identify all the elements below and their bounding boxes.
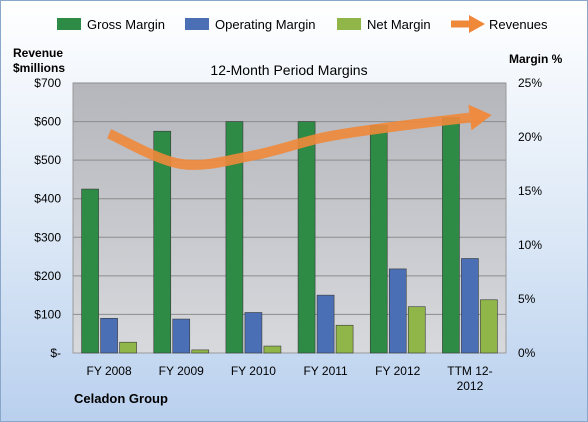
x-tick-label-line: FY 2009	[159, 364, 204, 378]
left-axis-title-line2: $millions	[13, 61, 65, 75]
left-tick-label: $400	[34, 192, 61, 206]
bar-gross-margin	[369, 125, 388, 354]
legend-swatch-gross-margin	[57, 18, 81, 30]
bar-net-margin	[480, 299, 498, 354]
bar-net-margin	[335, 324, 354, 354]
legend-label-gross-margin: Gross Margin	[87, 17, 165, 32]
bar-operating-margin	[100, 317, 118, 354]
bar-gross-margin	[153, 130, 172, 354]
x-tick-label-line: FY 2010	[231, 364, 276, 378]
right-tick-label: 25%	[518, 76, 542, 90]
legend-label-net-margin: Net Margin	[367, 17, 431, 32]
x-tick-label: FY 2011	[303, 364, 348, 378]
x-tick-label-line: FY 2008	[87, 364, 132, 378]
bar-operating-margin	[388, 268, 407, 354]
bar-gross-margin	[225, 121, 244, 354]
legend-label-revenues: Revenues	[489, 17, 548, 32]
bar-gross-margin	[81, 188, 99, 354]
revenues-line	[107, 112, 471, 170]
plot-area	[72, 82, 507, 354]
bar-net-margin	[119, 341, 137, 354]
right-tick-label: 10%	[518, 238, 542, 252]
left-axis-title-line1: Revenue	[13, 46, 63, 60]
legend-label-operating-margin: Operating Margin	[215, 17, 315, 32]
right-axis-title: Margin %	[509, 52, 563, 66]
right-tick-label: 0%	[518, 346, 536, 360]
bar-operating-margin	[316, 294, 335, 354]
x-tick-label-line: FY 2012	[375, 364, 420, 378]
x-tick-label-line: FY 2011	[303, 364, 348, 378]
bar-gross-margin	[442, 117, 460, 354]
legend-swatch-net-margin	[337, 18, 361, 30]
x-tick-label-line: 2012	[457, 379, 484, 393]
left-tick-label: $-	[50, 346, 61, 360]
x-tick-label: FY 2008	[87, 364, 132, 378]
right-tick-label: 15%	[518, 184, 542, 198]
right-tick-label: 20%	[518, 130, 542, 144]
bar-operating-margin	[172, 318, 191, 354]
company-name: Celadon Group	[74, 391, 168, 406]
bar-gross-margin	[297, 121, 316, 354]
left-tick-label: $200	[34, 269, 61, 283]
legend-swatch-operating-margin	[185, 18, 209, 30]
left-tick-label: $300	[34, 230, 61, 244]
bar-net-margin	[191, 349, 210, 354]
x-tick-label: TTM 12-2012	[447, 364, 492, 393]
right-tick-label: 5%	[518, 292, 536, 306]
left-tick-label: $100	[34, 307, 61, 321]
left-tick-label: $500	[34, 153, 61, 167]
right-axis: 0% 5% 10% 15% 20% 25%	[518, 76, 542, 360]
x-axis: FY 2008 FY 2009 FY 2010 FY 2011 FY 2012 TTM 1…	[87, 364, 493, 393]
bar-net-margin	[263, 345, 282, 354]
x-tick-label-line: TTM 12-	[447, 364, 492, 378]
left-tick-label: $600	[34, 115, 61, 129]
legend-swatch-revenues	[451, 15, 485, 33]
x-tick-label: FY 2009	[159, 364, 204, 378]
revenues-arrowhead	[468, 104, 492, 131]
chart-title: 12-Month Period Margins	[210, 62, 367, 78]
x-tick-label: FY 2010	[231, 364, 276, 378]
revenues-series	[107, 104, 492, 170]
bars	[81, 117, 498, 354]
x-tick-label: FY 2012	[375, 364, 420, 378]
bar-operating-margin	[461, 258, 479, 354]
left-axis: $- $100 $200 $300 $400 $500 $600 $700	[34, 76, 61, 360]
legend: Gross Margin Operating Margin Net Margin…	[57, 15, 548, 33]
bar-operating-margin	[244, 312, 263, 354]
bar-net-margin	[407, 306, 426, 354]
left-tick-label: $700	[34, 76, 61, 90]
